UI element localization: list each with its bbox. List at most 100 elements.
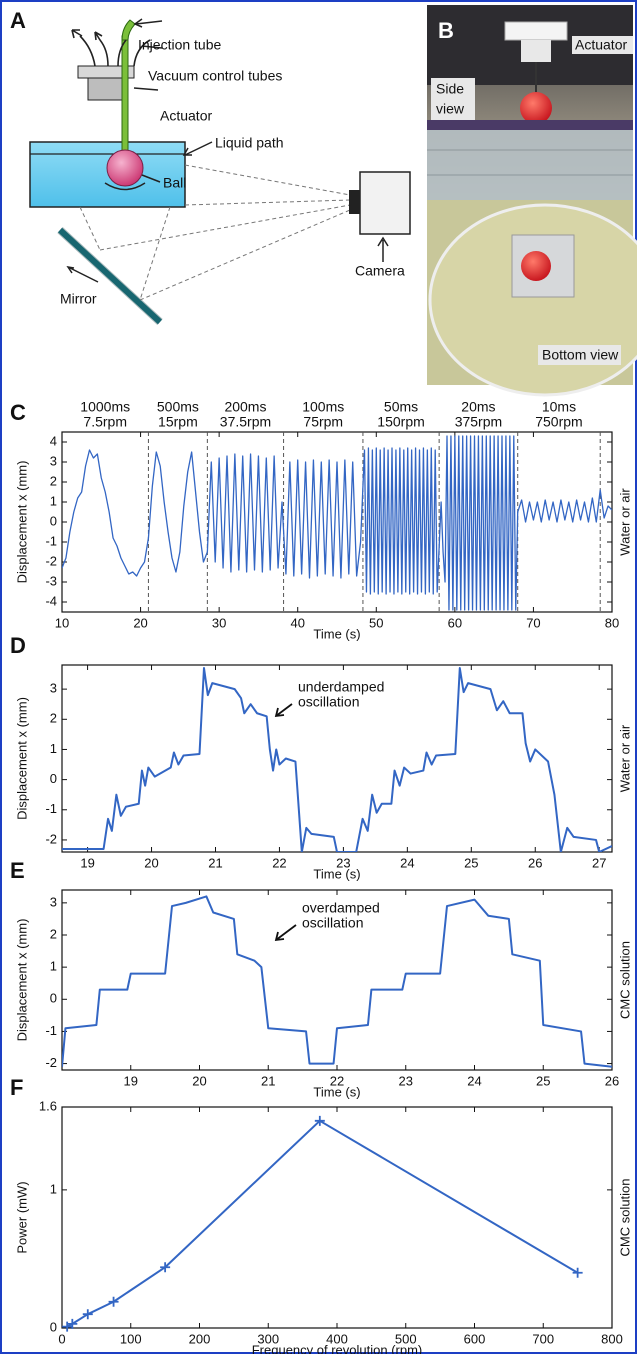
y-tick-label: 0 bbox=[50, 513, 57, 528]
label: Actuator bbox=[575, 37, 627, 53]
plot-frame bbox=[61, 431, 613, 613]
panel-letter: C bbox=[10, 400, 26, 425]
panel-letter: D bbox=[10, 633, 26, 658]
x-tick-label: 23 bbox=[336, 855, 350, 870]
y-tick-label: 2 bbox=[50, 473, 57, 488]
plot-frame bbox=[61, 664, 613, 853]
x-tick-label: 25 bbox=[536, 1073, 550, 1088]
x-tick-label: 21 bbox=[261, 1073, 275, 1088]
y-tick-label: 1 bbox=[50, 741, 57, 756]
label-bg bbox=[431, 78, 475, 120]
y-axis-label: Power (mW) bbox=[14, 1181, 29, 1253]
arrow bbox=[133, 18, 163, 28]
y-tick-label: 3 bbox=[50, 453, 57, 468]
segment-period: 1000ms bbox=[80, 399, 130, 415]
x-tick-label: 26 bbox=[528, 855, 542, 870]
x-tick-label: 20 bbox=[144, 855, 158, 870]
y-tick-label: -1 bbox=[45, 1023, 57, 1038]
y-tick-label: 1 bbox=[50, 493, 57, 508]
y-tick-label: -2 bbox=[45, 831, 57, 846]
x-tick-label: 19 bbox=[80, 855, 94, 870]
segment-speed: 750rpm bbox=[535, 414, 582, 430]
x-tick-label: 400 bbox=[326, 1331, 348, 1346]
x-tick-label: 500 bbox=[395, 1331, 417, 1346]
vacuum-arrow bbox=[94, 31, 109, 67]
arrow bbox=[141, 174, 161, 183]
camera-lens bbox=[349, 190, 360, 214]
x-tick-label: 19 bbox=[124, 1073, 138, 1088]
light-paths bbox=[79, 164, 351, 301]
label-bg bbox=[538, 345, 621, 365]
y-tick-label: 3 bbox=[50, 894, 57, 909]
vacuum-tube bbox=[133, 39, 151, 67]
x-tick-label: 200 bbox=[189, 1331, 211, 1346]
rotation-arrow bbox=[104, 182, 146, 191]
data-marker bbox=[160, 1262, 171, 1273]
label: Mirror bbox=[60, 291, 97, 307]
segment-period: 20ms bbox=[461, 399, 495, 415]
segment-speed: 15rpm bbox=[158, 414, 198, 430]
segment-speed: 7.5rpm bbox=[83, 414, 127, 430]
vacuum-tube bbox=[117, 39, 127, 67]
x-tick-label: 100 bbox=[120, 1331, 142, 1346]
x-tick-label: 0 bbox=[58, 1331, 65, 1346]
segment-period: 200ms bbox=[224, 399, 266, 415]
annotation: oscillation bbox=[302, 915, 363, 931]
y-tick-label: 4 bbox=[50, 433, 57, 448]
segment-speed: 150rpm bbox=[377, 414, 424, 430]
annotation-arrow bbox=[274, 703, 293, 718]
segment-period: 500ms bbox=[157, 399, 199, 415]
y-tick-label: 0 bbox=[50, 771, 57, 786]
label: Injection tube bbox=[138, 37, 221, 53]
segment-period: 100ms bbox=[302, 399, 344, 415]
side-label: Water or air bbox=[617, 488, 632, 556]
side-label: CMC solution bbox=[617, 1178, 632, 1256]
annotation-arrow bbox=[274, 924, 297, 942]
panel-letter: F bbox=[10, 1075, 23, 1100]
x-tick-label: 25 bbox=[464, 855, 478, 870]
injection-tube bbox=[121, 35, 129, 157]
x-axis-label: Time (s) bbox=[313, 1084, 360, 1099]
segment-speed: 37.5rpm bbox=[220, 414, 271, 430]
y-axis-label: Displacement x (mm) bbox=[14, 697, 29, 820]
x-tick-label: 22 bbox=[330, 1073, 344, 1088]
y-tick-label: -1 bbox=[45, 533, 57, 548]
arrow bbox=[133, 87, 159, 91]
x-tick-label: 700 bbox=[532, 1331, 554, 1346]
x-tick-label: 50 bbox=[369, 615, 383, 630]
data-line bbox=[62, 895, 612, 1068]
x-tick-label: 80 bbox=[605, 615, 619, 630]
data-line bbox=[62, 435, 612, 611]
y-tick-label: 0 bbox=[50, 1319, 57, 1334]
actuator-photo bbox=[521, 40, 551, 62]
arrow bbox=[66, 265, 99, 283]
ball-photo bbox=[521, 251, 551, 281]
data-marker bbox=[62, 1321, 73, 1332]
y-tick-label: 0 bbox=[50, 991, 57, 1006]
data-marker bbox=[82, 1309, 93, 1320]
label: view bbox=[436, 101, 465, 117]
x-tick-label: 40 bbox=[290, 615, 304, 630]
y-tick-label: 1 bbox=[50, 959, 57, 974]
x-axis-label: Time (s) bbox=[313, 866, 360, 881]
x-tick-label: 10 bbox=[55, 615, 69, 630]
panel-letter: A bbox=[10, 8, 26, 33]
segment-period: 10ms bbox=[542, 399, 576, 415]
x-tick-label: 600 bbox=[464, 1331, 486, 1346]
data-marker bbox=[67, 1318, 78, 1329]
x-tick-label: 21 bbox=[208, 855, 222, 870]
x-tick-label: 800 bbox=[601, 1331, 623, 1346]
annotation: underdamped bbox=[298, 679, 384, 695]
y-tick-label: -2 bbox=[45, 553, 57, 568]
x-tick-label: 300 bbox=[257, 1331, 279, 1346]
segment-speed: 75rpm bbox=[303, 414, 343, 430]
ball-photo bbox=[520, 92, 552, 124]
y-tick-label: 2 bbox=[50, 926, 57, 941]
bar bbox=[427, 120, 633, 130]
x-axis-label: Time (s) bbox=[313, 626, 360, 641]
x-tick-label: 26 bbox=[605, 1073, 619, 1088]
label: Bottom view bbox=[542, 347, 619, 363]
y-tick-label: -3 bbox=[45, 573, 57, 588]
x-tick-label: 23 bbox=[399, 1073, 413, 1088]
